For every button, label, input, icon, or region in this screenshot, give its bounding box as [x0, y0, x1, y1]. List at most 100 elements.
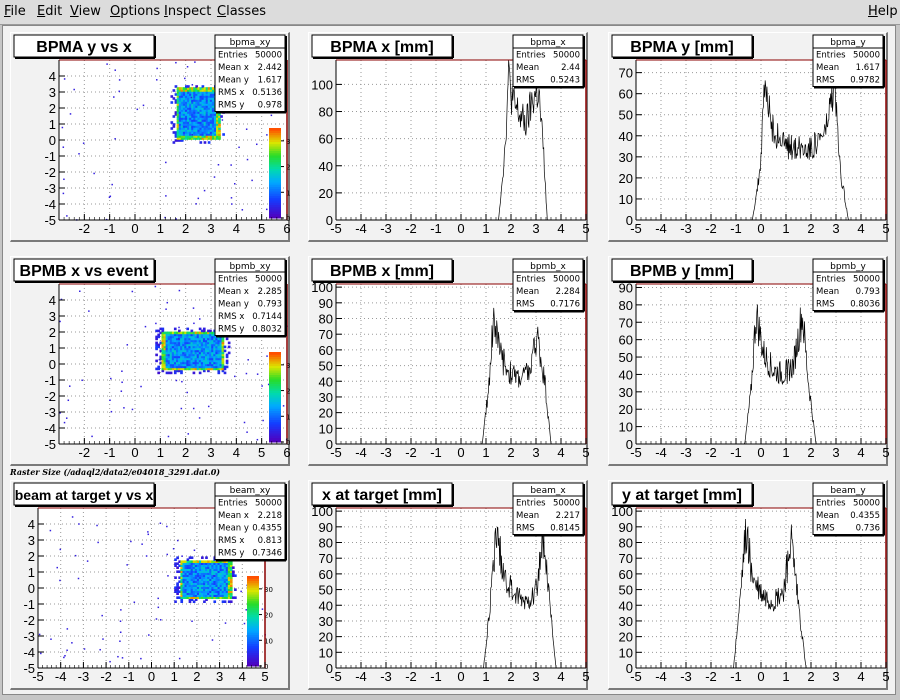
heat-cell — [196, 562, 200, 565]
heat-cell — [203, 592, 206, 595]
heat-cell — [221, 578, 225, 581]
heat-cell — [188, 598, 192, 601]
heat-cell — [219, 588, 223, 591]
heat-cell — [201, 560, 204, 563]
heat-cell — [159, 355, 163, 359]
heat-cell — [190, 566, 194, 569]
heat-cell — [193, 95, 196, 98]
heat-cell — [171, 353, 175, 357]
stats-value: 0.8145 — [550, 524, 580, 534]
palette-step — [247, 639, 259, 642]
heat-cell — [175, 335, 179, 339]
heat-cell — [198, 353, 202, 357]
heat-cell — [207, 125, 211, 128]
heat-cell — [195, 119, 199, 122]
heat-cell — [157, 335, 161, 339]
heat-cell — [198, 588, 202, 591]
x-tick-label: -1 — [430, 669, 442, 684]
heat-cell — [182, 566, 186, 569]
heat-cell — [163, 355, 167, 359]
heat-cell — [213, 127, 217, 130]
heat-cell — [203, 111, 207, 114]
heat-cell — [184, 99, 188, 102]
menu-inspect[interactable]: Inspect — [164, 4, 212, 19]
heat-cell — [211, 564, 215, 567]
menu-classes[interactable]: Classes — [217, 4, 266, 19]
heat-cell — [199, 115, 203, 118]
heat-cell — [209, 109, 213, 112]
heat-cell — [202, 331, 206, 335]
heat-cell — [198, 371, 202, 375]
heat-cell — [184, 337, 187, 341]
heat-cell — [188, 568, 192, 571]
heat-noise — [234, 183, 236, 185]
heat-cell — [195, 125, 199, 128]
pad-bpmb_y[interactable]: -5 -4 -3 -2 -1 0 1 2 3 4 5 0 10 20 30 40 50 60 70 80 90 BPMB … — [608, 256, 889, 466]
heat-cell — [217, 353, 221, 357]
heat-cell — [184, 131, 188, 134]
heat-noise — [177, 338, 180, 340]
heat-cell — [175, 363, 179, 367]
y-tick-label: 30 — [319, 614, 333, 629]
palette-step — [269, 161, 281, 165]
x-tick-label: -1 — [123, 669, 135, 684]
heat-cell — [192, 363, 196, 367]
heat-cell — [211, 121, 215, 124]
heat-cell — [197, 109, 201, 112]
heat-cell — [225, 355, 229, 359]
heat-cell — [195, 133, 199, 136]
heat-cell — [213, 135, 217, 138]
pad-bpma_x[interactable]: -5 -4 -3 -2 -1 0 1 2 3 4 5 0 20 40 60 80 100 BPMA x [mm] b… — [308, 32, 589, 242]
heat-cell — [191, 87, 194, 90]
heat-cell — [201, 119, 205, 122]
heat-cell — [163, 367, 167, 371]
heat-cell — [180, 133, 184, 136]
pad-beam_x[interactable]: -5 -4 -3 -2 -1 0 1 2 3 4 5 0 10 20 30 40 50 60 70 80 90 100 x … — [308, 480, 589, 690]
heat-cell — [176, 582, 179, 585]
heat-cell — [169, 337, 173, 341]
x-tick-label: -4 — [355, 669, 367, 684]
heat-cell — [195, 99, 199, 102]
heat-cell — [189, 135, 192, 138]
heat-cell — [198, 345, 202, 349]
heat-cell — [193, 91, 196, 94]
heat-cell — [163, 341, 167, 345]
heat-cell — [173, 355, 177, 359]
menu-help[interactable]: Help — [868, 4, 898, 19]
menu-file[interactable]: File — [4, 4, 26, 19]
pad-beam_y[interactable]: -5 -4 -3 -2 -1 0 1 2 3 4 5 0 10 20 30 40 50 60 70 80 90 100 y … — [608, 480, 889, 690]
heat-cell — [182, 560, 186, 563]
menu-edit[interactable]: Edit — [37, 4, 63, 19]
heat-cell — [211, 333, 214, 337]
heat-cell — [176, 109, 180, 112]
heat-cell — [194, 596, 198, 599]
menu-view[interactable]: View — [70, 4, 101, 19]
heat-cell — [192, 594, 196, 597]
palette-step — [269, 421, 281, 425]
heat-cell — [202, 361, 206, 365]
heat-cell — [187, 95, 190, 98]
heat-cell — [188, 584, 192, 587]
heat-cell — [202, 365, 206, 369]
plot-beam_x: -5 -4 -3 -2 -1 0 1 2 3 4 50102030405060708090100x … — [311, 482, 589, 684]
heat-noise — [186, 391, 188, 394]
pad-bpmb_x[interactable]: -5 -4 -3 -2 -1 0 1 2 3 4 5 0 10 20 30 40 50 60 70 80 90 100 BP… — [308, 256, 589, 466]
menu-options[interactable]: Options — [110, 4, 161, 19]
heat-cell — [217, 339, 221, 343]
pad-beam_xy[interactable]: 0 10 20 30 -5 -4 -3 -2 -1 0 1 2 3 4 5 -5 -4 -3 -2 -1 0 1 2 3 4 be… — [10, 480, 290, 690]
heat-cell — [193, 99, 196, 102]
heat-cell — [161, 327, 165, 331]
pad-bpma_y[interactable]: -5 -4 -3 -2 -1 0 1 2 3 4 5 0 10 20 30 40 50 60 70 BPMA y [m… — [608, 32, 889, 242]
heat-cell — [223, 578, 227, 581]
heat-cell — [180, 357, 183, 361]
heat-cell — [176, 131, 180, 134]
x-tick-label: -3 — [680, 445, 692, 460]
heat-cell — [174, 562, 177, 565]
heat-cell — [209, 351, 212, 355]
heat-cell — [219, 351, 223, 355]
heat-cell — [213, 113, 217, 116]
heat-noise — [266, 355, 268, 357]
heat-cell — [178, 89, 182, 92]
